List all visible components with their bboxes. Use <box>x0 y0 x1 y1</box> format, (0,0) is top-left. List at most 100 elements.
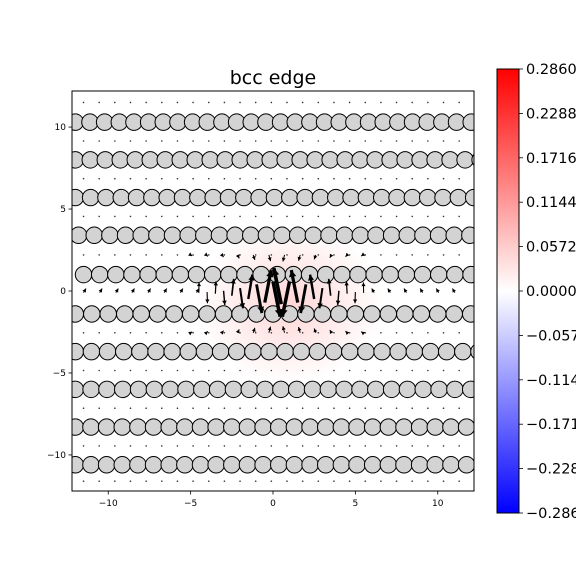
displacement-dot <box>145 177 147 180</box>
displacement-dot <box>348 445 351 447</box>
atom <box>359 113 378 131</box>
displacement-dot <box>160 101 163 104</box>
displacement-dot <box>411 332 414 334</box>
atom <box>254 418 272 436</box>
displacement-dot <box>114 215 116 218</box>
atom <box>193 380 211 399</box>
atom <box>160 418 178 436</box>
atom <box>336 151 354 169</box>
atom <box>81 151 100 169</box>
displacement-dot <box>411 177 414 180</box>
displacement-dot <box>317 407 320 410</box>
atom <box>141 151 159 169</box>
displacement-dot <box>317 140 320 142</box>
displacement-dot <box>207 215 210 218</box>
atom <box>437 342 456 361</box>
atom <box>203 265 222 284</box>
displacement-dot <box>364 369 367 372</box>
displacement-dot <box>114 407 116 410</box>
atom <box>148 226 166 245</box>
displacement-dot <box>98 445 100 447</box>
displacement-dot <box>317 254 320 256</box>
atom <box>155 265 174 284</box>
displacement-dot <box>98 407 100 410</box>
atom <box>96 151 115 169</box>
displacement-dot <box>395 140 398 142</box>
displacement-dot <box>380 369 382 372</box>
atom <box>244 342 262 361</box>
displacement-dot <box>411 407 414 410</box>
displacement-dot <box>270 254 273 256</box>
displacement-dot <box>411 369 414 372</box>
displacement-dot <box>317 177 320 180</box>
colorbar-tick-label: −0.1716 <box>526 417 576 433</box>
displacement-dot <box>176 332 179 334</box>
displacement-dot <box>427 445 429 447</box>
displacement-dot <box>270 177 273 180</box>
atom <box>187 265 206 284</box>
atom <box>410 456 429 474</box>
atom <box>158 188 176 207</box>
atom <box>426 456 445 474</box>
atom <box>72 342 85 361</box>
displacement-dot <box>380 445 382 447</box>
displacement-dot <box>82 254 85 256</box>
colorbar-tick-label: 0.2288 <box>526 106 576 122</box>
atom <box>367 380 385 399</box>
atom <box>144 456 163 474</box>
displacement-dot <box>239 369 241 372</box>
displacement-dot <box>207 332 210 334</box>
plot-area: −10 −5 0 5 10 10 5 0 −5 −10 <box>47 90 475 509</box>
displacement-dot <box>176 140 179 142</box>
displacement-dot <box>458 215 460 218</box>
atom <box>430 265 448 284</box>
displacement-arrow <box>345 330 350 335</box>
atom <box>74 265 93 284</box>
displacement-dot <box>254 177 257 180</box>
displacement-arrow <box>329 329 334 335</box>
atom <box>238 418 257 436</box>
displacement-arrow <box>130 288 135 293</box>
displacement-dot <box>286 254 288 256</box>
atom <box>351 380 369 399</box>
atom <box>349 265 367 284</box>
displacement-dot <box>380 140 382 142</box>
displacement-dot <box>442 332 445 334</box>
displacement-dot <box>98 332 100 334</box>
atom <box>235 188 253 207</box>
displacement-dot <box>114 101 116 104</box>
atom <box>395 418 413 436</box>
displacement-dot <box>239 480 241 482</box>
displacement-dot <box>160 480 163 482</box>
displacement-dot <box>254 332 257 334</box>
atom <box>414 226 432 245</box>
atom <box>445 305 463 323</box>
atom <box>195 342 214 361</box>
displacement-arrow <box>267 254 272 262</box>
displacement-dot <box>82 140 85 142</box>
displacement-dot <box>192 215 194 218</box>
atom <box>365 265 383 284</box>
atom <box>335 226 354 245</box>
displacement-dot <box>348 480 351 482</box>
atom <box>72 456 85 474</box>
displacement-dot <box>411 480 414 482</box>
atom <box>204 188 222 207</box>
displacement-arrow <box>360 331 366 336</box>
atom <box>403 113 422 131</box>
displacement-dot <box>301 445 304 447</box>
displacement-arrow <box>163 288 168 293</box>
atom <box>115 305 134 323</box>
atom <box>357 342 375 361</box>
atom <box>434 188 452 207</box>
displacement-dot <box>286 369 288 372</box>
atom <box>414 380 432 399</box>
displacement-dot <box>286 177 288 180</box>
atom <box>90 265 109 284</box>
atom <box>147 342 165 361</box>
displacement-dot <box>380 407 382 410</box>
atom <box>461 380 474 399</box>
displacement-dot <box>82 177 85 180</box>
stress-field <box>195 224 384 384</box>
atom <box>252 265 270 284</box>
